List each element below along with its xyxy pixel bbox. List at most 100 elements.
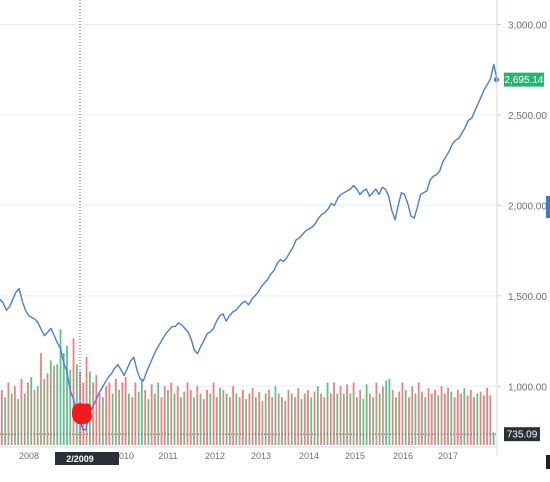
volume-bar — [248, 393, 251, 445]
volume-bar — [408, 397, 410, 445]
volume-bar — [245, 399, 248, 445]
volume-bar — [479, 391, 482, 445]
volume-bar — [180, 397, 182, 445]
crosshair-price-tag: 735.09 — [504, 427, 540, 442]
volume-bar — [14, 386, 16, 445]
volume-bar — [385, 380, 388, 445]
volume-bar — [23, 393, 26, 445]
volume-bar — [287, 389, 290, 445]
volume-bar — [59, 329, 62, 445]
volume-bar — [163, 386, 166, 445]
volume-bar — [95, 375, 98, 445]
volume-bar — [352, 382, 355, 445]
volume-bar — [281, 397, 283, 445]
volume-bar — [382, 386, 384, 445]
crosshair — [0, 0, 497, 447]
volume-bar — [320, 393, 322, 445]
volume-bar — [277, 393, 280, 445]
volume-bar — [469, 389, 472, 445]
volume-bar — [105, 386, 108, 445]
y-axis-scroll-handle[interactable] — [546, 196, 550, 218]
volume-bar — [359, 389, 362, 445]
volume-bar — [238, 397, 241, 445]
volume-bar — [417, 382, 420, 445]
volume-bars — [1, 329, 495, 445]
volume-bar — [124, 376, 127, 445]
volume-bar — [157, 382, 160, 445]
y-axis: 3,000.00 2,500.00 2,000.00 1,500.00 1,000.00 — [496, 0, 547, 455]
volume-bar — [121, 382, 124, 445]
current-price-tag-box — [504, 72, 544, 87]
volume-bar — [323, 397, 326, 445]
y-axis-scroll-handle-lower[interactable] — [546, 455, 550, 469]
volume-bar — [193, 397, 195, 445]
x-tick-label: 2011 — [158, 451, 177, 461]
volume-bar — [421, 391, 423, 445]
volume-bar — [150, 384, 153, 445]
crosshair-date-tag: 2/2009 — [55, 452, 119, 465]
volume-bar — [268, 389, 270, 445]
volume-bar — [261, 400, 264, 445]
volume-bar — [430, 393, 433, 445]
volume-bar — [49, 360, 52, 445]
volume-bar — [434, 389, 436, 445]
volume-bar — [209, 393, 212, 445]
volume-bar — [476, 393, 479, 445]
volume-bar — [473, 397, 475, 445]
grid-lines — [0, 23, 497, 387]
volume-bar — [456, 389, 459, 445]
price-line — [0, 63, 498, 431]
volume-bar — [72, 338, 75, 445]
volume-bar — [199, 393, 202, 445]
volume-bar — [300, 399, 303, 445]
volume-bar — [225, 393, 228, 445]
volume-bar — [222, 389, 225, 445]
volume-bar — [33, 389, 36, 445]
volume-bar — [131, 397, 134, 445]
crosshair-price-label: 735.09 — [507, 430, 538, 441]
volume-bar — [482, 395, 485, 445]
volume-bar — [144, 389, 147, 445]
volume-bar — [346, 384, 348, 445]
x-tick-label: 2015 — [345, 451, 365, 461]
volume-bar — [411, 386, 414, 445]
volume-bar — [108, 382, 111, 445]
volume-bar — [378, 393, 381, 445]
volume-bar — [313, 391, 316, 445]
volume-bar — [154, 393, 156, 445]
volume-bar — [264, 393, 267, 445]
volume-bar — [349, 393, 352, 445]
volume-bar — [255, 397, 257, 445]
volume-bar — [447, 388, 449, 445]
x-tick-label: 2013 — [251, 451, 271, 461]
volume-bar — [342, 393, 345, 445]
volume-bar — [290, 393, 293, 445]
volume-bar — [1, 389, 3, 445]
volume-bar — [284, 400, 287, 445]
volume-bar — [202, 399, 205, 445]
volume-bar — [170, 382, 173, 445]
volume-bar — [294, 397, 296, 445]
volume-bar — [437, 395, 440, 445]
volume-bar — [215, 397, 218, 445]
volume-bar — [372, 397, 375, 445]
current-price-label: 2,695.14 — [505, 75, 544, 86]
volume-bar — [258, 391, 261, 445]
y-tick-label: 1,000.00 — [508, 382, 547, 393]
volume-bar — [186, 382, 189, 445]
volume-bar — [141, 378, 143, 445]
volume-bar — [20, 378, 23, 445]
volume-bar — [183, 391, 186, 445]
volume-bar — [329, 393, 332, 445]
volume-bar — [196, 386, 199, 445]
crosshair-price-tag-box — [504, 427, 540, 442]
volume-bar — [355, 397, 358, 445]
crosshair-date-tag-box — [55, 452, 119, 465]
volume-bar — [414, 393, 417, 445]
volume-bar — [339, 386, 342, 445]
volume-bar — [492, 432, 495, 445]
volume-bar — [375, 382, 378, 445]
x-tick-label: 2014 — [299, 451, 319, 461]
